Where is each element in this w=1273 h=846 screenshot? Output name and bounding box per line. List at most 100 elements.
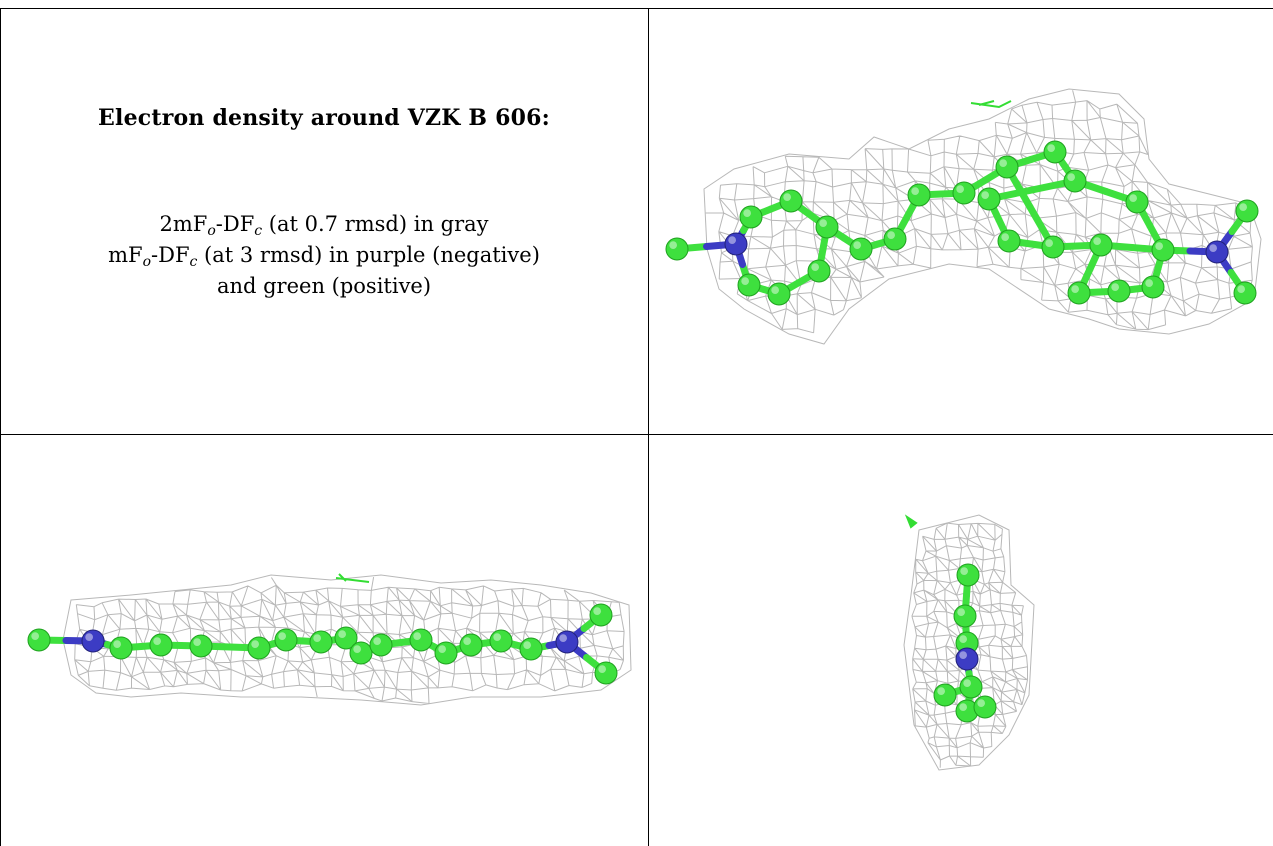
carbon-atom	[334, 626, 358, 650]
atom-highlight	[959, 651, 967, 659]
carbon-atom	[589, 603, 613, 627]
atom-highlight	[463, 637, 471, 645]
carbon-atom	[933, 683, 957, 707]
carbon-atom	[953, 604, 977, 628]
atom-highlight	[1209, 244, 1217, 252]
atom-highlight	[957, 608, 965, 616]
carbon-atom	[1151, 238, 1175, 262]
atom-highlight	[960, 567, 968, 575]
atom-highlight	[783, 193, 791, 201]
atom-highlight	[598, 665, 607, 673]
density-panel-side	[1, 435, 648, 846]
atom-highlight	[959, 635, 967, 643]
nitrogen-atom	[724, 232, 748, 256]
carbon-atom	[956, 563, 980, 587]
atom-highlight	[977, 699, 985, 707]
carbon-atom	[349, 641, 373, 665]
carbon-atom	[807, 259, 831, 283]
carbon-atom	[952, 181, 976, 205]
atom-highlight	[956, 185, 964, 193]
positive-density-blob	[335, 573, 370, 583]
atom-highlight	[1111, 283, 1119, 291]
carbon-atom	[977, 187, 1001, 211]
atom-highlight	[31, 632, 39, 640]
atom-highlight	[1071, 285, 1079, 293]
carbon-atom	[409, 628, 433, 652]
carbon-atom	[849, 237, 873, 261]
carbon-atom	[109, 636, 133, 660]
carbon-atom	[883, 227, 907, 251]
carbon-atom	[995, 155, 1019, 179]
atom-highlight	[251, 640, 259, 648]
atom-highlight	[153, 637, 161, 645]
carbon-atom	[815, 215, 839, 239]
atom-highlight	[1093, 237, 1101, 245]
atom-highlight	[353, 645, 361, 653]
carbon-atom	[27, 628, 51, 652]
molecule-front-view-image	[665, 88, 1262, 345]
carbon-atom	[459, 633, 483, 657]
molecule-end-view-image	[903, 514, 1035, 771]
carbon-atom	[519, 637, 543, 661]
positive-density-blob	[904, 514, 918, 529]
caption-line-1: 2mFo-DFc (at 0.7 rmsd) in gray	[159, 212, 489, 239]
atom-highlight	[1067, 173, 1075, 181]
carbon-atom	[907, 183, 931, 207]
positive-density-blob	[970, 100, 1012, 109]
atom-highlight	[413, 632, 421, 640]
carbon-atom	[1107, 279, 1131, 303]
atom-highlight	[493, 633, 501, 641]
carbon-atom	[309, 630, 333, 654]
carbon-atom	[973, 695, 997, 719]
density-mesh	[703, 88, 1262, 345]
atom-highlight	[559, 634, 568, 642]
atom-highlight	[193, 638, 201, 646]
carbon-atom	[1089, 233, 1113, 257]
atom-highlight	[911, 187, 919, 195]
nitrogen-atom	[555, 630, 579, 654]
carbon-atom	[594, 661, 618, 685]
figure-title: Electron density around VZK B 606:	[98, 105, 550, 131]
carbon-atom	[369, 633, 393, 657]
atom-highlight	[959, 703, 967, 711]
density-panel-front	[649, 9, 1273, 434]
carbon-atom	[739, 205, 763, 229]
molecule-model	[27, 603, 618, 685]
carbon-atom	[149, 633, 173, 657]
atom-highlight	[819, 219, 827, 227]
carbon-atom	[959, 675, 983, 699]
atom-highlight	[1129, 194, 1137, 202]
carbon-atom	[779, 189, 803, 213]
atom-highlight	[438, 645, 446, 653]
atom-highlight	[1145, 279, 1153, 287]
carbon-atom	[489, 629, 513, 653]
atom-highlight	[85, 633, 93, 641]
atom-highlight	[771, 286, 779, 294]
atom-highlight	[313, 634, 321, 642]
density-panel-end	[649, 435, 1273, 846]
nitrogen-atom	[955, 647, 979, 671]
atom-highlight	[669, 241, 677, 249]
carbon-atom	[189, 634, 213, 658]
nitrogen-atom	[81, 629, 105, 653]
atom-highlight	[743, 209, 751, 217]
carbon-atom	[1041, 235, 1065, 259]
atom-highlight	[811, 263, 819, 271]
atom-highlight	[1001, 233, 1009, 241]
carbon-atom	[1125, 190, 1149, 214]
atom-highlight	[113, 640, 121, 648]
atom-highlight	[1047, 144, 1055, 152]
atom-highlight	[1155, 242, 1163, 250]
nitrogen-atom	[1205, 240, 1229, 264]
carbon-atom	[434, 641, 458, 665]
atom-highlight	[1045, 239, 1053, 247]
caption-line-3: and green (positive)	[216, 274, 432, 298]
atom-highlight	[593, 607, 602, 615]
atom-highlight	[523, 641, 532, 649]
figure-caption: 2mFo-DFc (at 0.7 rmsd) in gray mFo-DFc (…	[0, 209, 648, 302]
caption-cell: Electron density around VZK B 606: 2mFo-…	[0, 9, 648, 434]
carbon-atom	[767, 282, 791, 306]
atom-highlight	[373, 637, 381, 645]
atom-highlight	[741, 277, 749, 285]
atom-highlight	[853, 241, 861, 249]
